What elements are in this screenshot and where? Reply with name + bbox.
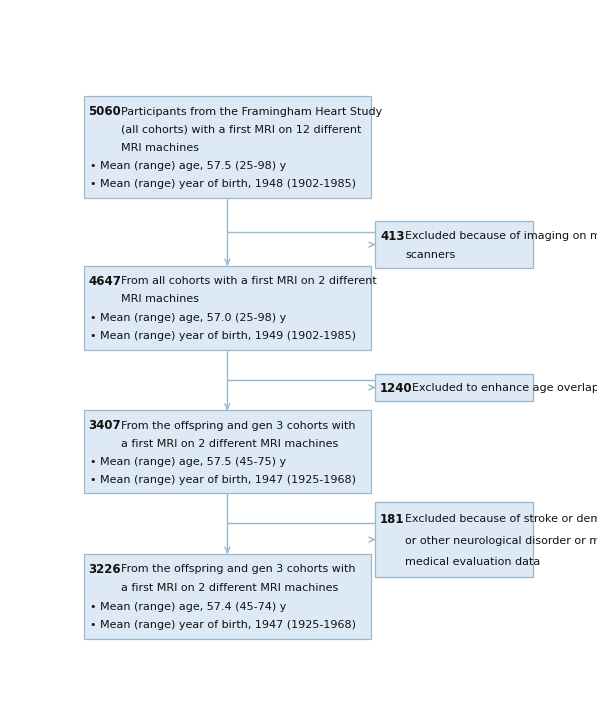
Text: • Mean (range) age, 57.5 (45-75) y: • Mean (range) age, 57.5 (45-75) y (90, 456, 286, 467)
Text: Excluded because of imaging on multiple: Excluded because of imaging on multiple (405, 231, 597, 241)
Text: Participants from the Framingham Heart Study: Participants from the Framingham Heart S… (121, 107, 381, 117)
Text: • Mean (range) year of birth, 1948 (1902-1985): • Mean (range) year of birth, 1948 (1902… (90, 179, 356, 189)
Text: 3407: 3407 (88, 419, 121, 432)
FancyBboxPatch shape (84, 554, 371, 639)
Text: 181: 181 (380, 513, 405, 526)
Text: 4647: 4647 (88, 275, 121, 288)
Text: • Mean (range) age, 57.5 (25-98) y: • Mean (range) age, 57.5 (25-98) y (90, 161, 286, 172)
Text: 5060: 5060 (88, 105, 121, 118)
Text: • Mean (range) age, 57.0 (25-98) y: • Mean (range) age, 57.0 (25-98) y (90, 313, 286, 323)
Text: a first MRI on 2 different MRI machines: a first MRI on 2 different MRI machines (121, 439, 338, 449)
Text: From all cohorts with a first MRI on 2 different: From all cohorts with a first MRI on 2 d… (121, 276, 376, 286)
FancyBboxPatch shape (376, 502, 533, 577)
FancyBboxPatch shape (84, 266, 371, 349)
Text: • Mean (range) year of birth, 1947 (1925-1968): • Mean (range) year of birth, 1947 (1925… (90, 475, 356, 484)
FancyBboxPatch shape (376, 374, 533, 401)
Text: scanners: scanners (405, 250, 456, 259)
Text: • Mean (range) year of birth, 1949 (1902-1985): • Mean (range) year of birth, 1949 (1902… (90, 331, 356, 341)
Text: 1240: 1240 (380, 382, 413, 395)
FancyBboxPatch shape (376, 221, 533, 269)
Text: MRI machines: MRI machines (121, 143, 199, 153)
Text: From the offspring and gen 3 cohorts with: From the offspring and gen 3 cohorts wit… (121, 565, 355, 574)
Text: MRI machines: MRI machines (121, 295, 199, 304)
Text: or other neurological disorder or missing: or other neurological disorder or missin… (405, 536, 597, 546)
FancyBboxPatch shape (84, 411, 371, 493)
Text: From the offspring and gen 3 cohorts with: From the offspring and gen 3 cohorts wit… (121, 420, 355, 430)
Text: a first MRI on 2 different MRI machines: a first MRI on 2 different MRI machines (121, 583, 338, 593)
Text: • Mean (range) age, 57.4 (45-74) y: • Mean (range) age, 57.4 (45-74) y (90, 602, 287, 612)
Text: (all cohorts) with a first MRI on 12 different: (all cohorts) with a first MRI on 12 dif… (121, 125, 361, 135)
FancyBboxPatch shape (84, 96, 371, 198)
Text: 413: 413 (380, 230, 405, 243)
Text: medical evaluation data: medical evaluation data (405, 557, 540, 567)
Text: Excluded because of stroke or dementia: Excluded because of stroke or dementia (405, 515, 597, 524)
Text: Excluded to enhance age overlap: Excluded to enhance age overlap (412, 383, 597, 393)
Text: • Mean (range) year of birth, 1947 (1925-1968): • Mean (range) year of birth, 1947 (1925… (90, 620, 356, 631)
Text: 3226: 3226 (88, 563, 121, 576)
